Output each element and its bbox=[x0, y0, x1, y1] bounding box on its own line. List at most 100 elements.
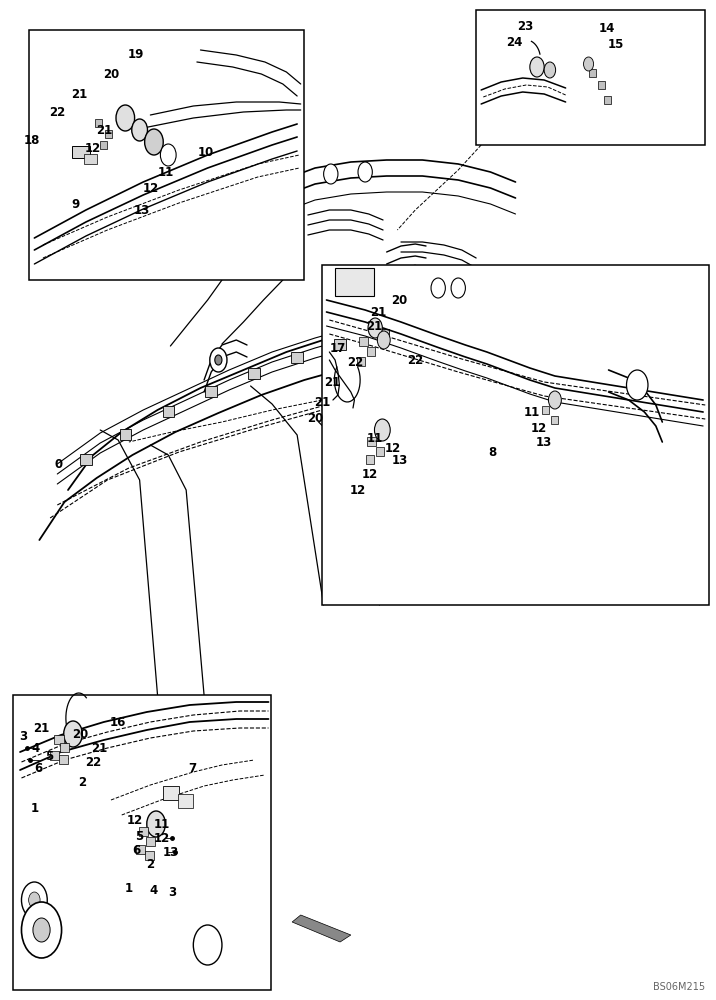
Circle shape bbox=[21, 902, 62, 958]
Text: 19: 19 bbox=[128, 48, 144, 62]
Bar bbox=[13, 695, 271, 990]
Text: 3: 3 bbox=[19, 730, 27, 744]
Text: 8: 8 bbox=[488, 446, 497, 458]
Circle shape bbox=[215, 355, 222, 365]
Text: 22: 22 bbox=[347, 356, 363, 368]
Circle shape bbox=[21, 882, 47, 918]
Text: 15: 15 bbox=[608, 38, 624, 51]
Text: 20: 20 bbox=[392, 294, 407, 306]
Bar bbox=[139, 827, 148, 836]
Bar bbox=[359, 337, 368, 346]
Circle shape bbox=[374, 419, 390, 441]
Text: 12: 12 bbox=[142, 182, 158, 196]
Bar bbox=[366, 455, 374, 464]
Text: 5: 5 bbox=[135, 830, 143, 842]
Bar bbox=[376, 447, 384, 456]
Bar bbox=[335, 268, 374, 296]
Text: 12: 12 bbox=[127, 814, 142, 826]
Circle shape bbox=[324, 164, 338, 184]
Text: 14: 14 bbox=[599, 21, 615, 34]
Bar bbox=[163, 406, 174, 417]
Text: 24: 24 bbox=[506, 36, 522, 49]
Bar bbox=[60, 743, 69, 752]
Text: 11: 11 bbox=[367, 432, 383, 444]
Text: 13: 13 bbox=[163, 846, 178, 858]
Text: 11: 11 bbox=[524, 406, 540, 418]
Text: 12: 12 bbox=[85, 141, 101, 154]
Text: 12: 12 bbox=[384, 442, 400, 454]
Text: 11: 11 bbox=[158, 165, 174, 178]
Bar bbox=[334, 339, 346, 350]
Text: 4: 4 bbox=[149, 884, 158, 896]
Bar bbox=[357, 357, 365, 366]
Bar bbox=[120, 429, 131, 440]
Bar bbox=[476, 10, 705, 145]
Bar bbox=[598, 81, 605, 89]
Text: 17: 17 bbox=[330, 342, 346, 356]
Circle shape bbox=[431, 278, 445, 298]
Text: 21: 21 bbox=[34, 722, 49, 734]
Circle shape bbox=[160, 144, 176, 166]
Bar bbox=[551, 416, 558, 424]
Text: 18: 18 bbox=[24, 133, 40, 146]
Text: 4: 4 bbox=[32, 742, 40, 754]
Circle shape bbox=[132, 119, 147, 141]
Text: 13: 13 bbox=[392, 454, 407, 466]
Bar bbox=[377, 329, 389, 340]
Bar bbox=[136, 845, 145, 854]
Text: 20: 20 bbox=[307, 412, 323, 424]
Circle shape bbox=[33, 918, 50, 942]
Text: 10: 10 bbox=[198, 145, 214, 158]
Text: 22: 22 bbox=[407, 354, 423, 366]
Text: 21: 21 bbox=[370, 306, 386, 318]
Circle shape bbox=[544, 62, 556, 78]
Circle shape bbox=[147, 811, 165, 837]
Circle shape bbox=[358, 162, 372, 182]
Text: 5: 5 bbox=[44, 750, 53, 762]
Text: 20: 20 bbox=[72, 728, 88, 742]
Text: 12: 12 bbox=[154, 832, 170, 844]
Text: 1: 1 bbox=[125, 882, 133, 894]
Text: 9: 9 bbox=[71, 198, 79, 211]
Circle shape bbox=[368, 318, 382, 338]
Bar bbox=[163, 786, 179, 800]
Text: 20: 20 bbox=[103, 68, 119, 82]
Text: 6: 6 bbox=[132, 844, 140, 856]
Circle shape bbox=[451, 278, 465, 298]
Bar bbox=[84, 154, 97, 164]
Bar bbox=[322, 265, 709, 605]
Text: 1: 1 bbox=[30, 802, 39, 814]
Circle shape bbox=[210, 348, 227, 372]
Text: BS06M215: BS06M215 bbox=[653, 982, 705, 992]
Bar bbox=[291, 352, 303, 363]
Bar bbox=[367, 347, 375, 356]
Text: 21: 21 bbox=[91, 742, 107, 756]
Text: 2: 2 bbox=[146, 857, 155, 870]
Text: 3: 3 bbox=[168, 886, 176, 900]
Text: 12: 12 bbox=[531, 422, 546, 434]
Text: 22: 22 bbox=[49, 106, 65, 119]
Bar bbox=[178, 794, 193, 808]
Bar bbox=[542, 406, 549, 414]
Text: 21: 21 bbox=[96, 123, 112, 136]
Bar bbox=[145, 851, 154, 860]
Circle shape bbox=[116, 105, 135, 131]
Text: 22: 22 bbox=[85, 756, 101, 768]
Text: 21: 21 bbox=[366, 320, 382, 332]
Circle shape bbox=[64, 721, 82, 747]
Bar bbox=[95, 119, 102, 127]
Circle shape bbox=[530, 57, 544, 77]
Polygon shape bbox=[292, 915, 351, 942]
Bar bbox=[50, 751, 59, 760]
Circle shape bbox=[377, 331, 390, 349]
Text: 12: 12 bbox=[350, 484, 366, 496]
Bar bbox=[29, 30, 304, 280]
Text: 11: 11 bbox=[154, 818, 170, 830]
Bar bbox=[80, 454, 92, 465]
Circle shape bbox=[626, 370, 648, 400]
Text: 2: 2 bbox=[78, 776, 87, 788]
Bar bbox=[72, 146, 90, 158]
Bar bbox=[604, 96, 611, 104]
Text: 13: 13 bbox=[536, 436, 552, 450]
Text: 6: 6 bbox=[34, 762, 42, 774]
